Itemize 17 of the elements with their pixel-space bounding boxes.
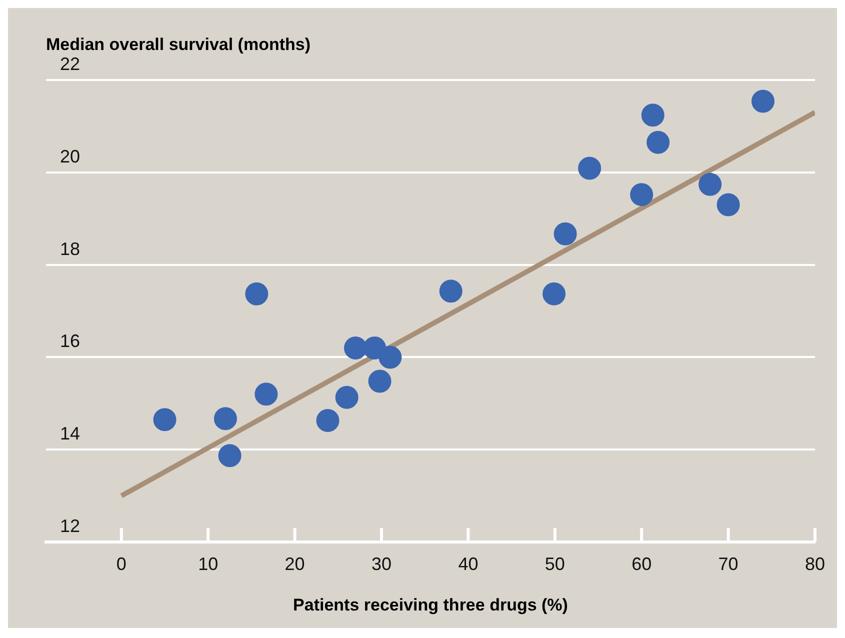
x-tick-label: 10 — [198, 554, 218, 574]
y-axis-title: Median overall survival (months) — [46, 35, 311, 54]
x-tick-label: 40 — [458, 554, 478, 574]
y-tick-label: 22 — [60, 54, 80, 74]
x-tick-label: 30 — [371, 554, 392, 574]
x-tick-label: 60 — [632, 554, 652, 574]
x-tick-label: 0 — [116, 554, 126, 574]
x-tick-label: 70 — [718, 554, 738, 574]
y-tick-label: 16 — [60, 331, 80, 352]
y-tick-label: 20 — [60, 146, 80, 166]
y-tick-label: 18 — [60, 238, 80, 259]
x-tick-label: 80 — [804, 554, 826, 574]
y-tick-label: 12 — [60, 516, 80, 536]
x-tick-label: 20 — [284, 554, 305, 574]
x-axis-title: Patients receiving three drugs (%) — [293, 595, 568, 614]
x-tick-label: 50 — [544, 554, 565, 574]
y-tick-label: 14 — [60, 424, 80, 444]
